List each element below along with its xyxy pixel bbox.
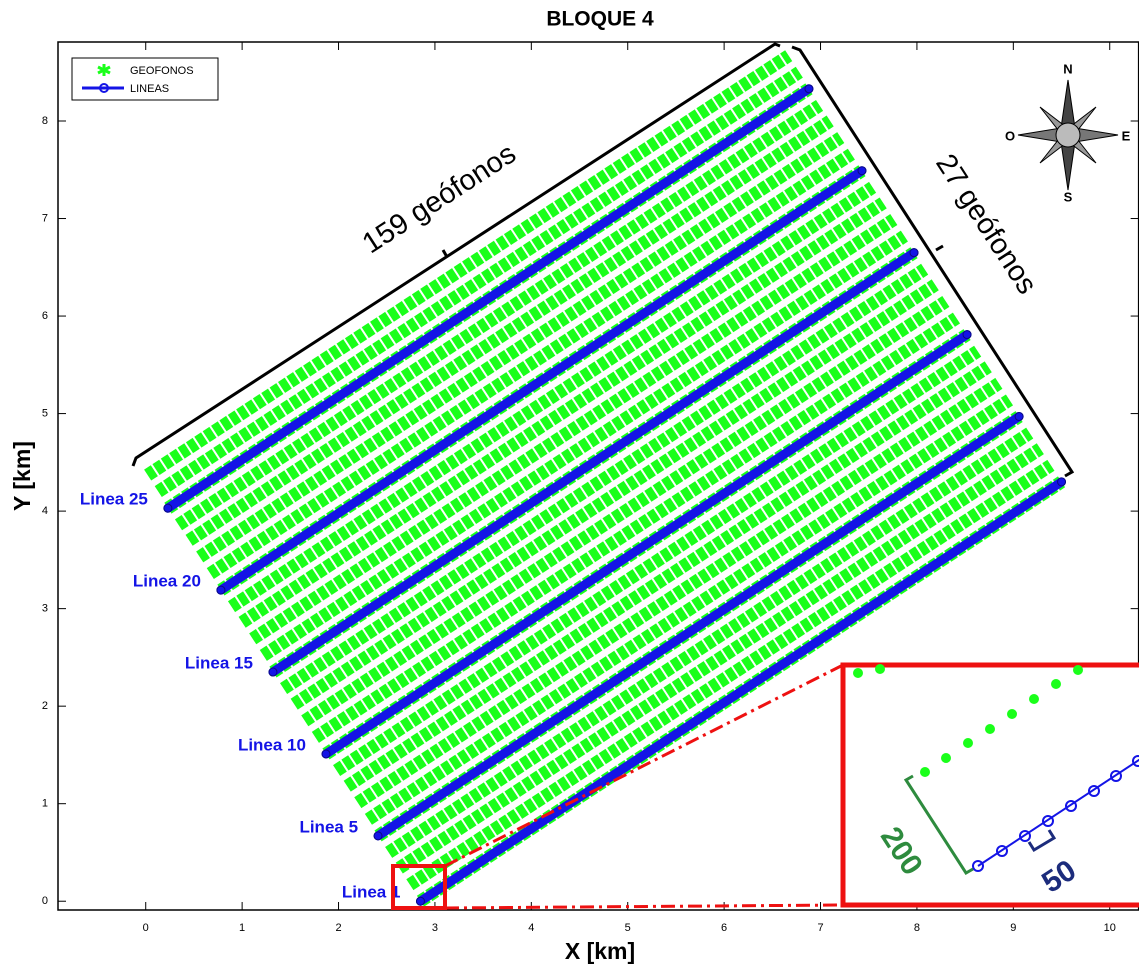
x-tick-label: 5 (625, 922, 631, 934)
x-axis-label: X [km] (565, 938, 635, 964)
line-label: Linea 10 (238, 735, 306, 754)
line-end (910, 249, 918, 257)
line-end (1015, 413, 1023, 421)
inset (843, 665, 1139, 905)
legend: GEOFONOS LINEAS (72, 58, 218, 100)
x-tick-label: 6 (721, 922, 727, 934)
legend-label: LINEAS (130, 83, 169, 95)
compass-label: N (1063, 61, 1072, 76)
y-tick-label: 4 (42, 505, 48, 517)
line-label: Linea 15 (185, 654, 253, 673)
x-tick-label: 8 (914, 922, 920, 934)
page: BLOQUE 4 X [km] Y [km] 0 1 2 3 4 5 6 7 8 9 10 0 1 2 3 4… (0, 0, 1139, 971)
line-end (858, 167, 866, 175)
legend-label: GEOFONOS (130, 65, 194, 77)
line-end (416, 897, 424, 905)
y-tick-label: 1 (42, 798, 48, 810)
line-end (805, 85, 813, 93)
compass-label: S (1064, 189, 1073, 204)
line-end (322, 750, 330, 758)
x-tick-label: 2 (335, 922, 341, 934)
x-tick-label: 7 (817, 922, 823, 934)
y-tick-label: 6 (42, 310, 48, 322)
y-tick-label: 8 (42, 115, 48, 127)
y-tick-label: 2 (42, 700, 48, 712)
x-tick-label: 3 (432, 922, 438, 934)
line-label: Linea 5 (299, 817, 358, 836)
line-end (269, 668, 277, 676)
line-label: Linea 25 (80, 490, 148, 509)
chart-title: BLOQUE 4 (546, 8, 654, 31)
y-tick-label: 3 (42, 603, 48, 615)
y-tick-label: 5 (42, 407, 48, 419)
line-end (217, 586, 225, 594)
line-label: Linea 20 (133, 572, 201, 591)
compass-label: O (1005, 128, 1015, 143)
x-tick-label: 1 (239, 922, 245, 934)
line-end (963, 331, 971, 339)
y-tick-label: 0 (42, 895, 48, 907)
x-tick-label: 4 (528, 922, 534, 934)
x-tick-label: 9 (1010, 922, 1016, 934)
line-end (164, 504, 172, 512)
y-tick-label: 7 (42, 212, 48, 224)
x-tick-label: 0 (143, 922, 149, 934)
compass-label: E (1122, 128, 1131, 143)
chart: BLOQUE 4 X [km] Y [km] 0 1 2 3 4 5 6 7 8 9 10 0 1 2 3 4… (0, 0, 1139, 971)
x-tick-label: 10 (1104, 922, 1116, 934)
line-end (374, 832, 382, 840)
line-end (1058, 478, 1066, 486)
y-axis-label: Y [km] (9, 441, 35, 511)
